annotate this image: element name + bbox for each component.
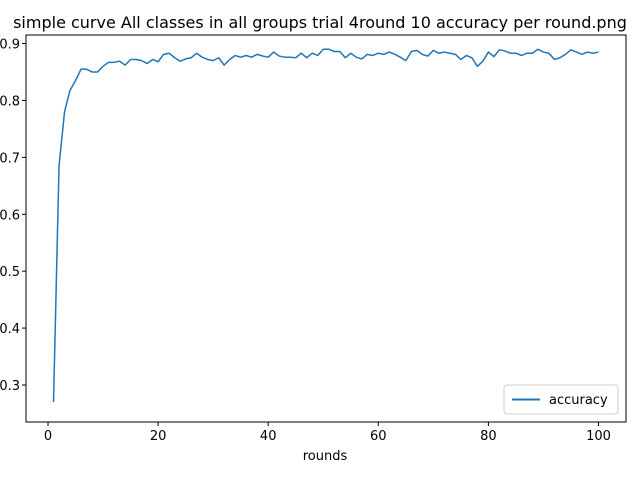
series-line-accuracy: [52, 48, 599, 403]
y-tick-label: 0.7: [0, 151, 20, 166]
chart-title: simple curve All classes in all groups t…: [13, 13, 627, 32]
x-axis-label: rounds: [303, 449, 348, 464]
x-tick-label: 100: [586, 429, 611, 444]
x-tick-label: 20: [150, 429, 167, 444]
x-tick-label: 60: [370, 429, 387, 444]
y-tick-label: 0.4: [0, 322, 20, 337]
y-tick-label: 0.5: [0, 265, 20, 280]
y-tick-label: 0.3: [0, 379, 20, 394]
x-tick-label: 0: [44, 429, 52, 444]
y-tick-label: 0.6: [0, 208, 20, 223]
legend-label-accuracy: accuracy: [549, 393, 608, 408]
x-tick-label: 80: [480, 429, 497, 444]
legend-box: [503, 384, 619, 415]
y-tick-label: 0.9: [0, 38, 20, 53]
legend: accuracy: [503, 384, 619, 415]
y-tick-label: 0.8: [0, 94, 20, 109]
x-tick-label: 40: [260, 429, 277, 444]
plot-frame: [25, 34, 627, 423]
